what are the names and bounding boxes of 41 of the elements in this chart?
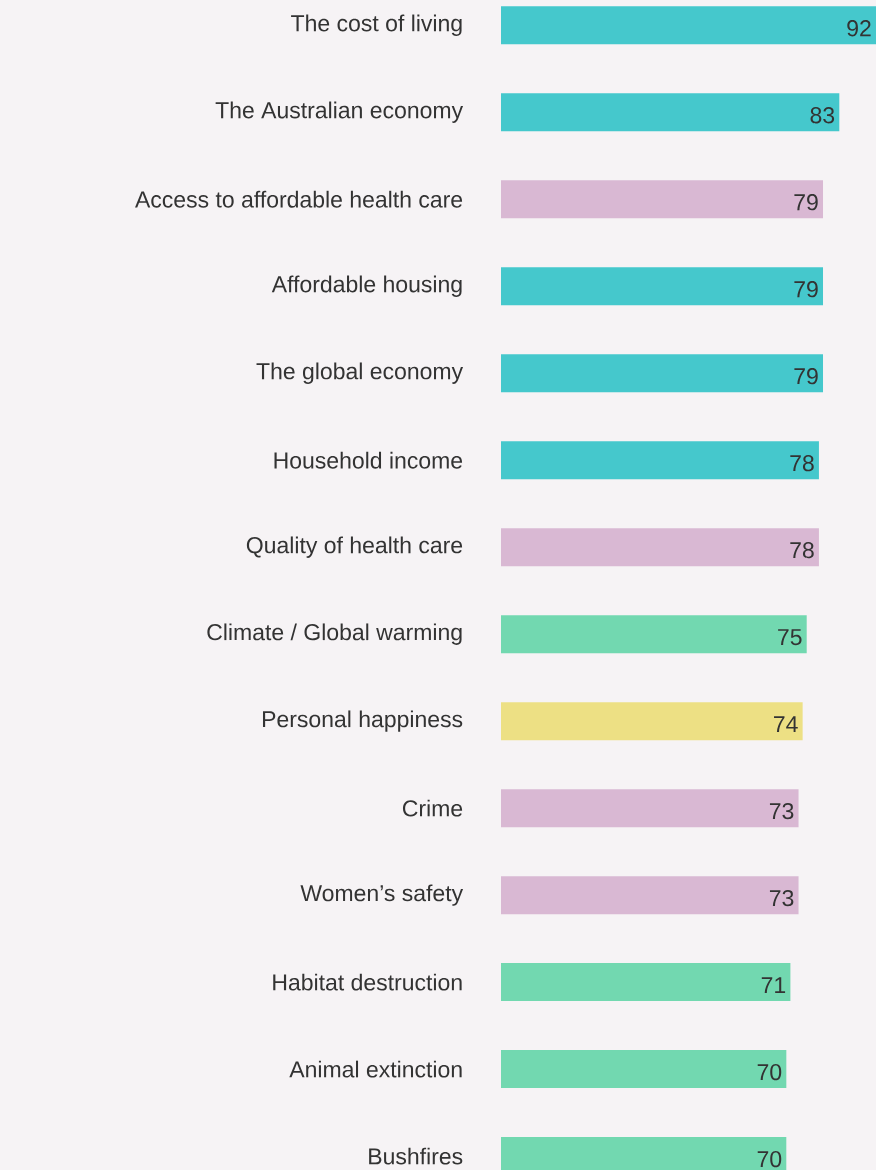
- data-label: 71: [761, 977, 786, 994]
- y-tick-label: Bushfires: [369, 1147, 463, 1165]
- data-label: 70: [757, 1150, 782, 1168]
- y-tick-label: Animal extinction: [289, 1060, 462, 1078]
- y-tick-label: The global economy: [256, 362, 464, 384]
- bar: [501, 702, 803, 741]
- y-tick-label: The cost of living: [291, 14, 462, 36]
- bar: [501, 528, 819, 567]
- data-label: 74: [774, 716, 798, 733]
- bar: [501, 615, 807, 654]
- y-tick-label: Habitat destruction: [273, 973, 462, 991]
- y-tick-label: Access to affordable health care: [135, 190, 463, 208]
- bar: [501, 93, 840, 132]
- bar: [501, 876, 799, 915]
- y-tick-label: Crime: [402, 799, 463, 817]
- data-label: 73: [769, 803, 794, 820]
- y-tick-label: Affordable housing: [271, 275, 462, 297]
- bar: [501, 354, 824, 393]
- data-label: 92: [847, 20, 871, 37]
- data-label: 83: [810, 107, 835, 124]
- bar: [501, 789, 799, 828]
- data-label: 70: [757, 1063, 782, 1081]
- data-label: 78: [790, 455, 814, 472]
- bar: [501, 6, 876, 45]
- data-label: 79: [794, 281, 818, 298]
- data-label: 79: [794, 368, 818, 385]
- bar: [501, 963, 791, 1002]
- y-tick-label: Quality of health care: [246, 536, 463, 558]
- data-label: 73: [769, 889, 794, 907]
- bar: [501, 180, 824, 219]
- bar: [501, 267, 824, 306]
- y-tick-label: Climate / Global warming: [207, 623, 462, 645]
- y-tick-label: The Australian economy: [215, 101, 464, 123]
- y-tick-label: Women’s safety: [300, 884, 464, 906]
- y-tick-label: Personal happiness: [262, 710, 463, 732]
- data-label: 79: [794, 194, 818, 211]
- data-label: 78: [790, 542, 814, 559]
- bar: [501, 1050, 787, 1089]
- data-label: 75: [778, 629, 802, 646]
- bar: [501, 441, 819, 480]
- y-tick-label: Household income: [274, 451, 463, 469]
